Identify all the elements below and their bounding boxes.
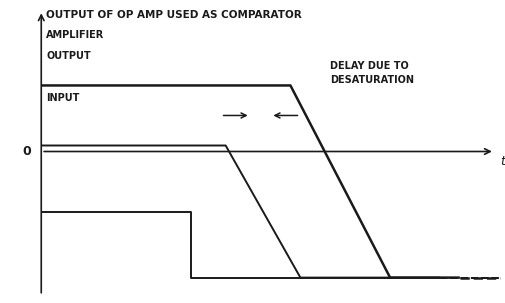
Text: AMPLIFIER: AMPLIFIER [46, 30, 105, 40]
Text: 0: 0 [23, 145, 31, 158]
Text: t: t [499, 155, 503, 168]
Text: OUTPUT OF OP AMP USED AS COMPARATOR: OUTPUT OF OP AMP USED AS COMPARATOR [46, 10, 301, 20]
Text: INPUT: INPUT [46, 93, 79, 103]
Text: DELAY DUE TO
DESATURATION: DELAY DUE TO DESATURATION [330, 62, 414, 85]
Text: OUTPUT: OUTPUT [46, 52, 91, 62]
